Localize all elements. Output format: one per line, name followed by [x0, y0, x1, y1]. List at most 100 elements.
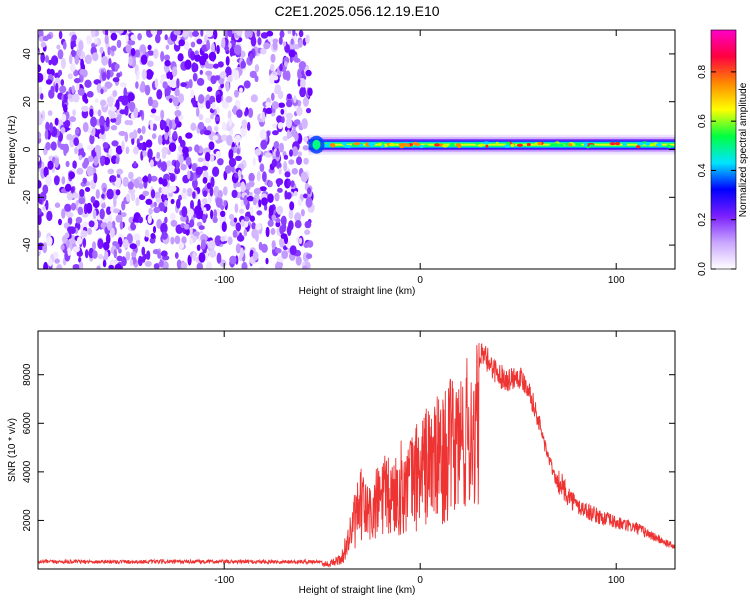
noise-blob: [71, 34, 77, 41]
noise-blob: [132, 217, 137, 223]
noise-blob: [198, 94, 205, 104]
noise-blob: [180, 82, 187, 88]
noise-blob: [164, 34, 168, 41]
noise-blob: [296, 106, 303, 117]
noise-blob: [147, 96, 153, 107]
noise-blob: [305, 107, 312, 114]
noise-blob: [122, 176, 129, 187]
noise-blob: [127, 40, 136, 46]
colorbar-tick-label: 0.0: [697, 262, 708, 276]
noise-blob: [239, 247, 244, 258]
noise-blob: [38, 117, 43, 126]
noise-blob: [150, 119, 154, 132]
noise-blob: [114, 263, 122, 269]
noise-blob: [64, 232, 70, 239]
signal-dot: [402, 142, 408, 146]
noise-blob: [100, 88, 104, 95]
noise-blob: [147, 214, 152, 224]
noise-blob: [47, 110, 53, 116]
noise-blob: [80, 230, 88, 238]
noise-blob: [243, 195, 248, 206]
noise-blob: [129, 132, 135, 139]
noise-blob: [140, 81, 145, 89]
noise-blob: [133, 107, 139, 119]
noise-blob: [215, 94, 222, 104]
signal-dot: [558, 143, 565, 147]
noise-blob: [203, 130, 212, 136]
noise-blob: [241, 119, 248, 129]
noise-blob: [74, 147, 78, 155]
noise-blob: [290, 180, 295, 188]
noise-blob: [67, 216, 73, 225]
noise-blob: [180, 139, 186, 148]
noise-blob: [271, 92, 275, 101]
noise-blob: [99, 115, 105, 127]
noise-blob: [211, 102, 216, 110]
noise-blob: [252, 251, 259, 261]
noise-blob: [160, 109, 165, 120]
noise-blob: [106, 69, 111, 80]
noise-blob: [297, 151, 303, 157]
noise-blob: [184, 59, 192, 70]
noise-blob: [285, 70, 291, 81]
noise-blob: [108, 147, 113, 156]
noise-blob: [219, 71, 227, 79]
noise-blob: [116, 30, 124, 34]
noise-blob: [243, 80, 251, 89]
noise-blob: [125, 251, 131, 261]
noise-blob: [275, 178, 284, 186]
noise-blob: [209, 95, 216, 105]
noise-blob: [220, 210, 226, 217]
noise-blob: [220, 134, 228, 141]
noise-blob: [188, 79, 193, 89]
noise-blob: [214, 75, 221, 81]
noise-blob: [259, 163, 265, 173]
noise-blob: [183, 223, 190, 230]
noise-blob: [178, 154, 184, 166]
noise-blob: [160, 78, 164, 84]
noise-blob: [217, 61, 224, 68]
noise-blob: [195, 166, 203, 176]
noise-blob: [46, 236, 53, 247]
colorbar: 0.0 0.2 0.4 0.6 0.8 Normalized spectral ampl…: [697, 29, 749, 276]
chart-title: C2E1.2025.056.12.19.E10: [274, 3, 439, 19]
noise-blob: [236, 148, 240, 155]
signal-dot: [666, 144, 671, 148]
noise-blob: [60, 57, 66, 70]
noise-blob: [146, 250, 151, 260]
noise-blob: [96, 83, 102, 94]
noise-blob: [160, 51, 165, 62]
noise-blob: [264, 152, 272, 158]
noise-blob: [129, 243, 137, 250]
noise-blob: [62, 41, 67, 50]
noise-blob: [206, 182, 212, 190]
noise-blob: [109, 30, 117, 34]
noise-blob: [125, 43, 132, 54]
noise-blob: [256, 170, 261, 182]
noise-blob: [122, 239, 129, 249]
noise-blob: [176, 259, 182, 269]
signal-dot: [636, 142, 644, 146]
noise-blob: [77, 88, 85, 96]
noise-blob: [112, 241, 118, 247]
noise-blob: [188, 227, 193, 235]
noise-blob: [169, 136, 173, 143]
noise-blob: [116, 255, 123, 262]
noise-blob: [66, 239, 70, 249]
noise-blob: [265, 101, 271, 107]
noise-blob: [276, 205, 284, 215]
noise-blob: [59, 85, 67, 94]
noise-blob: [289, 245, 297, 256]
noise-blob: [228, 42, 232, 49]
noise-blob: [40, 93, 44, 100]
noise-blob: [283, 161, 287, 172]
noise-blob: [225, 81, 230, 92]
signal-dot: [434, 143, 440, 147]
noise-blob: [58, 218, 62, 226]
signal-dot: [341, 142, 348, 146]
noise-blob: [41, 110, 46, 121]
noise-blob: [233, 69, 240, 81]
noise-blob: [265, 107, 273, 115]
noise-blob: [70, 49, 76, 58]
noise-blob: [229, 255, 237, 265]
